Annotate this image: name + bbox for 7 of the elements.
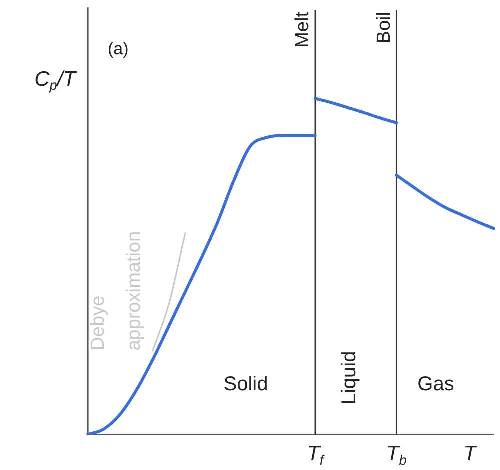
ref-line-label: Melt: [292, 11, 314, 48]
annotation: Gas: [418, 374, 454, 396]
ref-line-label: Boil: [374, 12, 395, 44]
annotation: Liquid: [338, 351, 361, 405]
x-axis-title: T: [464, 442, 479, 466]
text: (a): [108, 40, 129, 59]
annotation: Solid: [224, 374, 268, 396]
